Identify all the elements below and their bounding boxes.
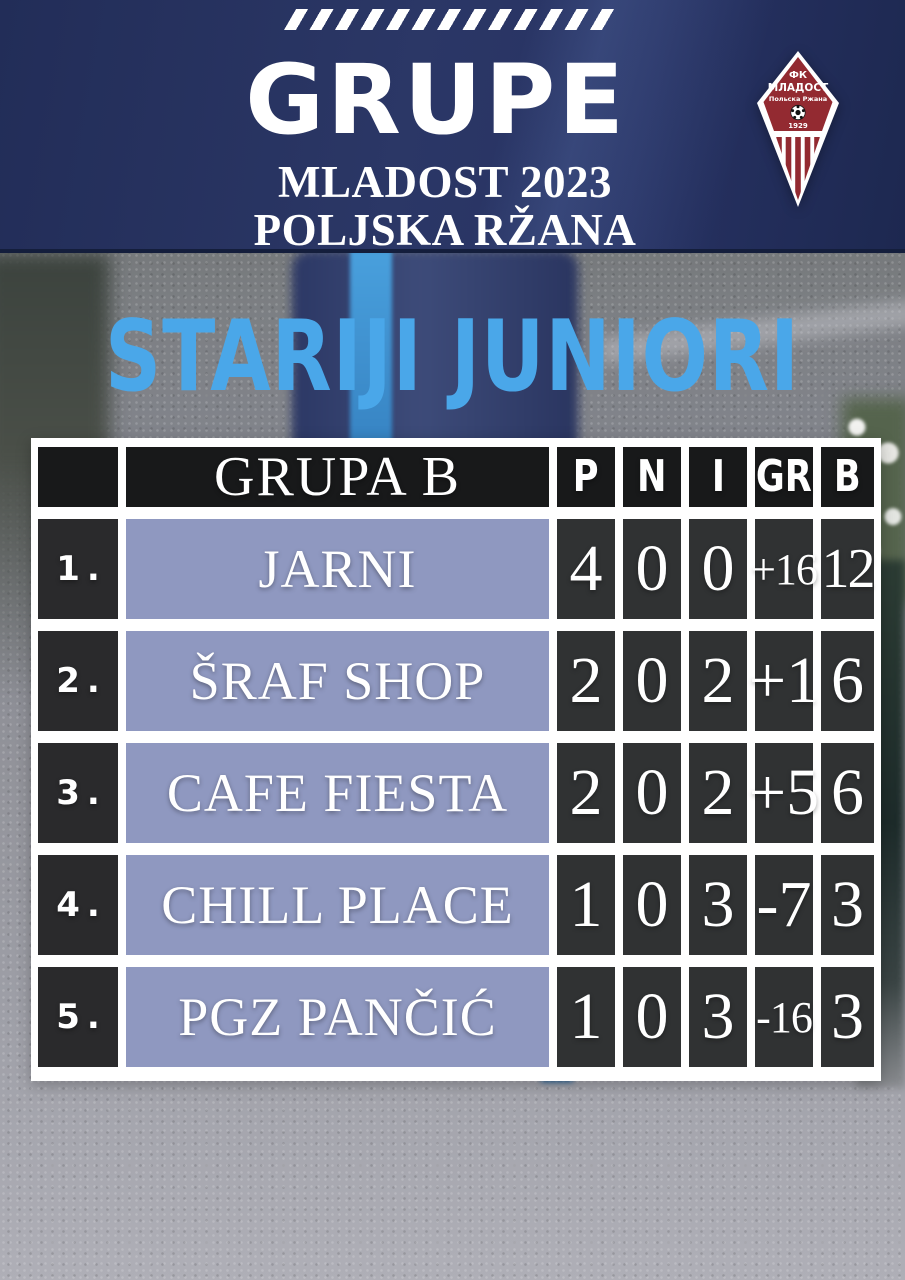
row-team-name: CHILL PLACE (126, 855, 549, 955)
row-draws: 0 (623, 967, 681, 1067)
club-crest: ФК МЛАДОСТ Польска Ржана 1929 (757, 51, 839, 207)
row-wins: 1 (557, 855, 615, 955)
row-wins: 4 (557, 519, 615, 619)
subtitle-line1: MLADOST 2023 (278, 157, 612, 207)
row-draws: 0 (623, 743, 681, 843)
row-goal-diff: +5 (749, 743, 819, 843)
corner-cell (38, 447, 118, 507)
crest-maroon-field (763, 57, 833, 131)
row-position: 3. (38, 743, 118, 843)
crest-club-abbr: ФК (789, 70, 808, 81)
row-points: 6 (821, 631, 874, 731)
row-points: 3 (821, 855, 874, 955)
dash-stripe-decoration (283, 9, 625, 30)
poster-subtitle: MLADOST 2023 POLJSKA RŽANA (0, 158, 890, 254)
column-header-b: B (821, 447, 874, 507)
row-goal-diff: +16 (751, 519, 818, 619)
row-position: 2. (38, 631, 118, 731)
standings-table: GRUPA B P N I GR B 1. JARNI 4 0 0 +16 12… (31, 438, 881, 1081)
column-header-gr: GR (755, 447, 813, 507)
row-draws: 0 (623, 519, 681, 619)
row-points: 12 (821, 519, 876, 619)
row-draws: 0 (623, 631, 681, 731)
group-header: GRUPA B (126, 446, 549, 508)
category-title: STARIJI JUNIORI (104, 300, 801, 414)
row-wins: 1 (557, 967, 615, 1067)
column-header-p: P (557, 447, 615, 507)
row-team-name: PGZ PANČIĆ (126, 967, 549, 1067)
row-wins: 2 (557, 743, 615, 843)
row-team-name: CAFE FIESTA (126, 743, 549, 843)
row-points: 3 (821, 967, 874, 1067)
column-header-i: I (689, 447, 747, 507)
row-team-name: ŠRAF SHOP (126, 631, 549, 731)
row-draws: 0 (623, 855, 681, 955)
row-team-name: JARNI (126, 519, 549, 619)
row-position: 4. (38, 855, 118, 955)
row-position: 5. (38, 967, 118, 1067)
row-losses: 0 (689, 519, 747, 619)
row-wins: 2 (557, 631, 615, 731)
row-goal-diff: +1 (749, 631, 819, 731)
row-position: 1. (38, 519, 118, 619)
row-losses: 2 (689, 743, 747, 843)
row-losses: 2 (689, 631, 747, 731)
row-goal-diff: -7 (755, 855, 813, 955)
column-header-n: N (623, 447, 681, 507)
row-points: 6 (821, 743, 874, 843)
crest-club-place: Польска Ржана (769, 95, 827, 103)
row-goal-diff: -16 (755, 967, 813, 1067)
crest-soccer-ball (790, 104, 806, 121)
crest-club-name: МЛАДОСТ (768, 82, 829, 94)
crest-founded-year: 1929 (788, 122, 808, 130)
poster-title: GRUPE (245, 44, 627, 156)
subtitle-line2: POLJSKA RŽANA (253, 205, 637, 256)
row-losses: 3 (689, 855, 747, 955)
row-losses: 3 (689, 967, 747, 1067)
navy-header-band (0, 0, 905, 253)
